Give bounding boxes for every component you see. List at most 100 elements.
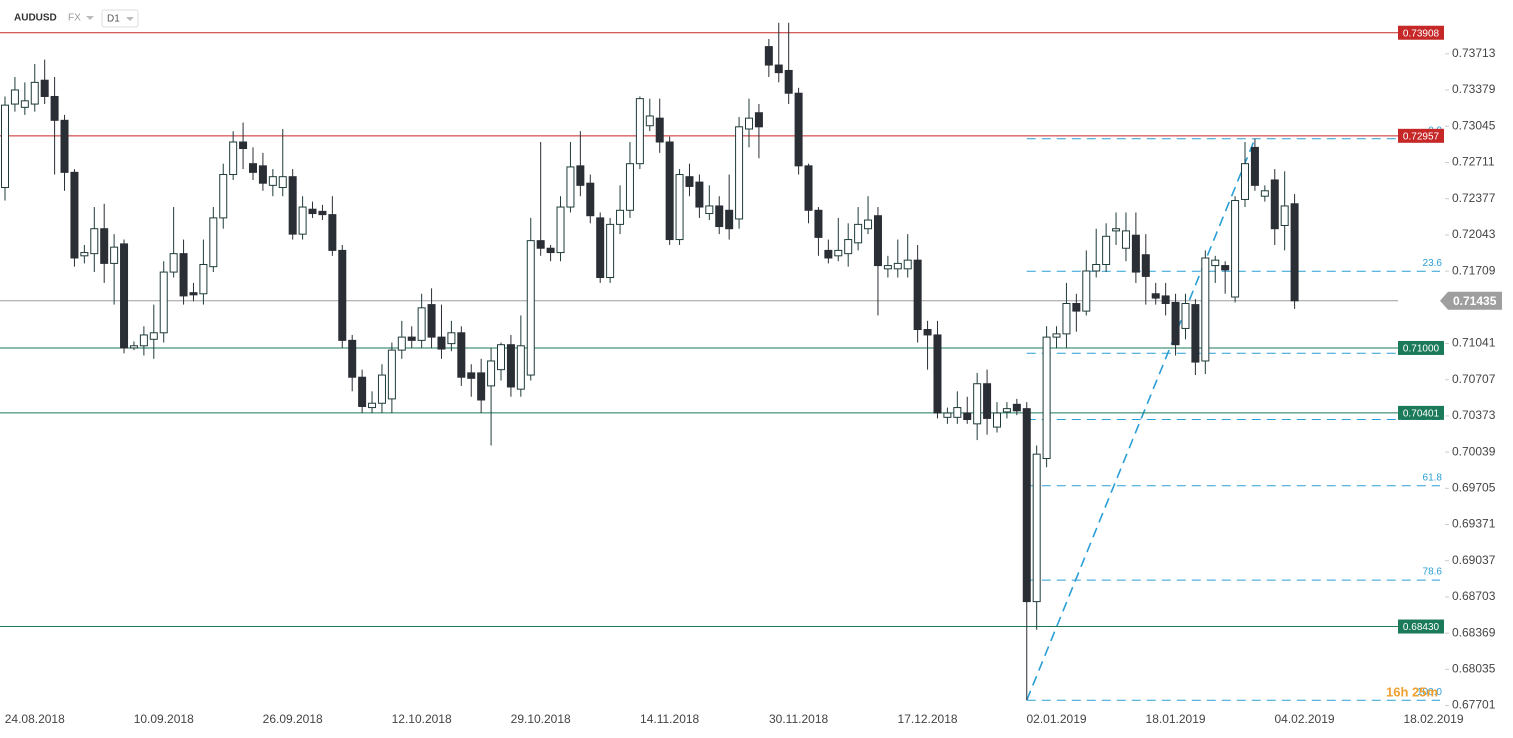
x-tick-label: 02.01.2019 [1026,712,1086,726]
candle-body [1092,263,1101,272]
level-tag [1398,340,1444,355]
candle-body [368,402,377,409]
candle-body [685,176,694,187]
candle-body [576,165,585,186]
candle-body [288,176,297,235]
interval-box[interactable] [101,9,139,28]
candle-body [129,345,138,349]
candle-body [993,412,1001,428]
candle-body [1181,303,1190,329]
x-tick-label: 14.11.2018 [640,712,699,726]
x-tick-label: 30.11.2018 [769,712,828,726]
candle-body [249,163,257,173]
candle-body [328,214,337,251]
candle-body [10,89,19,105]
y-tick-label: 0.72043 [1452,227,1496,241]
candle-body [774,64,783,74]
candle-body [1112,228,1121,232]
dropdown-arrow[interactable] [86,16,94,20]
candle-body [467,372,476,379]
candle-body [834,249,843,257]
candle-body [1290,203,1299,302]
candle-body [30,81,39,105]
candle-body [754,112,763,128]
candle-body [804,165,813,211]
candle-body [120,243,129,349]
candle-body [794,92,803,167]
fib-trendline [1026,138,1256,701]
candle-body [903,259,912,270]
candle-body [973,383,982,425]
candle-body [814,209,823,238]
candle-body [1201,257,1210,362]
candle-body [983,383,992,419]
candle-body [764,46,773,66]
x-tick-label: 10.09.2018 [134,712,194,726]
candle-body [1032,453,1041,603]
candle-body [1072,303,1081,312]
candle-body [70,171,79,259]
candle-body [1042,336,1051,460]
y-tick-label: 0.72711 [1452,155,1495,169]
candle-body [239,141,248,150]
y-tick-label: 0.69705 [1452,481,1496,495]
candle-body [586,182,595,217]
candle-body [447,332,456,345]
y-tick-label: 0.73045 [1452,118,1496,132]
candle-body [1,104,9,189]
market[interactable]: FX [68,13,81,24]
candle-body [278,176,287,189]
candle-body [1012,403,1021,412]
interval[interactable]: D1 [107,14,120,25]
candle-body [665,141,674,241]
level-label: 0.73908 [1403,28,1440,39]
candle-body [873,215,882,267]
candle-body [110,246,119,264]
candle-body [457,332,466,378]
candle-body [268,176,277,186]
candle-body [50,95,59,121]
symbol[interactable]: AUDUSD [14,13,57,24]
candle-body [506,344,515,388]
candle-body [635,98,644,165]
candle-body [824,249,833,259]
candle-body [387,349,396,400]
y-tick-label: 0.68369 [1452,625,1496,639]
candle-body [169,253,178,273]
candle-body [1221,265,1230,271]
level-tag [1398,619,1444,634]
candle-body [1241,163,1249,200]
candle-body [1191,304,1200,363]
candle-body [953,407,962,418]
candle-body [437,336,446,350]
candle-body [784,69,793,94]
candle-body [1231,200,1240,298]
candle-body [546,247,555,254]
candle-body [1270,179,1279,230]
candle-body [1211,259,1220,267]
candle-body [1161,295,1170,305]
candle-body [1052,333,1061,338]
y-tick-label: 0.67701 [1452,698,1496,712]
candle-body [675,174,684,241]
candle-body [1250,146,1259,186]
candle-body [100,228,109,264]
candle-body [1062,303,1071,335]
x-tick-label: 29.10.2018 [511,712,571,726]
candle-body [318,210,327,216]
candle-body [625,163,634,211]
candle-body [883,265,892,270]
dropdown-arrow[interactable] [126,17,134,21]
fib-label: 100.0 [1417,687,1442,698]
candle-body [90,228,99,255]
candle-body [1002,408,1011,413]
level-label: 0.71000 [1403,344,1440,355]
candle-body [348,339,357,378]
candle-body [1102,235,1111,265]
y-tick-label: 0.70373 [1452,408,1496,422]
candle-body [407,336,416,341]
candle-body [487,360,496,387]
candle-body [735,126,744,220]
candle-body [526,240,535,376]
level-tag [1398,128,1444,143]
